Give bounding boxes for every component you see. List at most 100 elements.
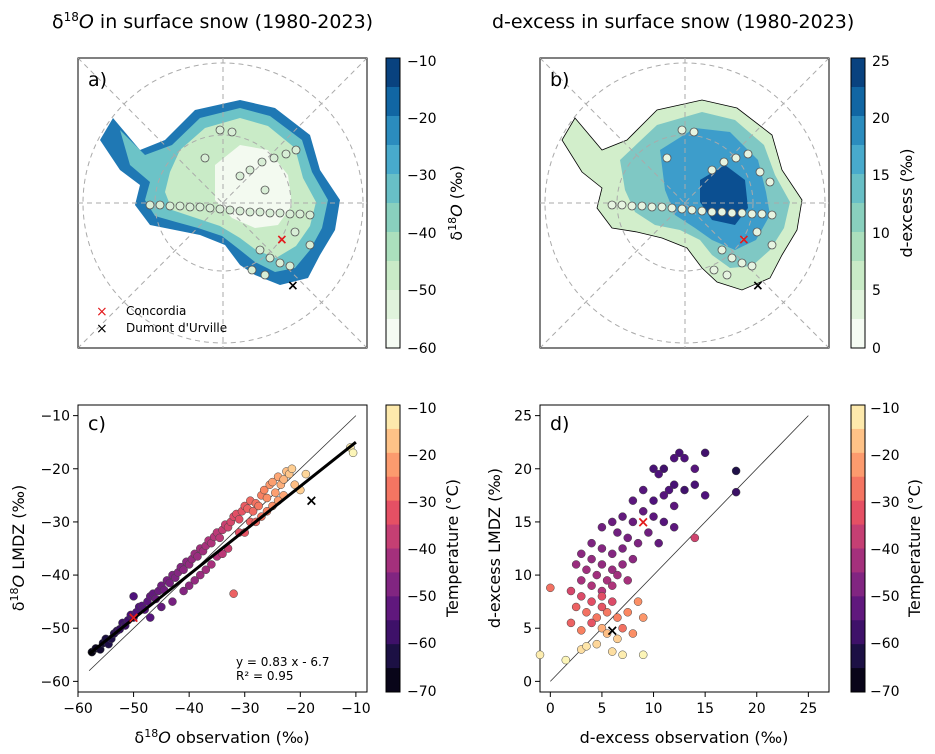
data-point xyxy=(271,488,280,497)
ddu-marker-b: × xyxy=(752,278,764,294)
data-point xyxy=(628,517,638,527)
data-point xyxy=(628,554,638,564)
x-tick-label: −20 xyxy=(286,701,316,717)
cbar-a-tick: −40 xyxy=(407,226,437,242)
data-point xyxy=(623,608,632,617)
data-point xyxy=(633,597,643,606)
data-point xyxy=(582,608,591,617)
data-point xyxy=(193,552,202,561)
cbar-b-segment xyxy=(851,319,865,349)
station-marker: × xyxy=(305,492,318,510)
data-point xyxy=(644,528,653,537)
data-point xyxy=(184,581,194,590)
data-point xyxy=(259,485,269,495)
cbar-b-segment xyxy=(851,145,865,175)
data-point xyxy=(659,491,669,500)
x-tick-label: 10 xyxy=(645,701,663,717)
panel-c-xlabel: δ18O observation (‰) xyxy=(134,727,309,747)
data-point xyxy=(669,480,679,489)
cbar-b-frame xyxy=(850,57,866,349)
cbar-d-segment xyxy=(851,644,865,669)
ddu-marker-a: × xyxy=(287,278,299,294)
cbar-a-tick: −10 xyxy=(407,54,437,70)
panel-a: δ18O in surface snow (1980-2023) xyxy=(52,10,466,357)
data-point xyxy=(731,466,741,476)
data-point xyxy=(623,533,632,543)
cbar-a-tick: −60 xyxy=(407,341,437,357)
data-point xyxy=(577,549,586,559)
data-point xyxy=(608,581,617,590)
panel-b: d-excess in surface snow (1980-2023) xyxy=(492,11,916,357)
data-point xyxy=(608,565,617,575)
y-tick-label: 5 xyxy=(523,621,532,637)
data-point xyxy=(649,512,658,521)
cbar-c-segment xyxy=(386,428,400,454)
data-point xyxy=(577,626,586,635)
data-point xyxy=(602,576,612,585)
data-point xyxy=(279,475,288,484)
panel-a-map: × × xyxy=(78,58,367,348)
x-tick-label: 0 xyxy=(546,701,555,717)
data-point xyxy=(190,576,199,585)
cbar-c-tick: −20 xyxy=(407,448,437,464)
panel-b-title: d-excess in surface snow (1980-2023) xyxy=(492,11,854,33)
cbar-d-segment xyxy=(851,596,865,621)
cbar-a-frame xyxy=(385,57,401,349)
panel-a-colorbar xyxy=(385,57,401,349)
data-point xyxy=(234,515,244,524)
panel-d-colorbar-ticks: −10 −20 −30 −40 −50 −60 −70 xyxy=(870,401,900,700)
cbar-c-segment xyxy=(386,405,400,430)
x-tick-label: −30 xyxy=(230,701,260,717)
legend-ddu-marker: × xyxy=(96,321,108,337)
cbar-d-segment xyxy=(851,428,865,454)
data-point xyxy=(659,464,669,474)
x-tick-label: 5 xyxy=(597,701,606,717)
x-tick-label: −60 xyxy=(63,701,93,717)
cbar-d-segment xyxy=(851,476,865,502)
data-point xyxy=(613,528,622,537)
panel-c-label: c) xyxy=(88,413,106,435)
cbar-a-segment xyxy=(386,232,400,262)
data-point xyxy=(608,597,617,606)
data-point xyxy=(618,650,627,660)
concordia-marker-b: × xyxy=(738,232,750,248)
data-point xyxy=(602,629,612,638)
data-point xyxy=(613,634,622,644)
data-point xyxy=(597,592,607,601)
panel-c: −60 −50 −40 −30 −20 −10 −60 −50 −40 −30 −20 −10 × × c… xyxy=(8,401,462,747)
cbar-b-segment xyxy=(851,261,865,291)
data-point xyxy=(597,560,607,569)
data-point xyxy=(587,554,596,564)
cbar-c-segment xyxy=(386,596,400,621)
panel-c-colorbar-label: Temperature (°C) xyxy=(443,479,462,618)
cbar-d-segment xyxy=(851,548,865,573)
data-point xyxy=(179,565,188,575)
data-point xyxy=(664,485,674,495)
panel-c-colorbar-ticks: −10 −20 −30 −40 −50 −60 −70 xyxy=(407,401,437,700)
panel-a-label: a) xyxy=(88,69,107,91)
identity-line xyxy=(88,415,357,672)
cbar-b-segment xyxy=(851,87,865,117)
cbar-b-tick: 25 xyxy=(872,54,890,70)
panel-d-label: d) xyxy=(550,413,569,435)
data-point xyxy=(535,650,545,660)
data-point xyxy=(613,613,622,622)
data-point xyxy=(597,544,607,553)
panel-d: 0 5 10 15 20 25 0 5 10 15 20 25 × × d) d-excess obser… xyxy=(485,401,924,747)
cbar-d-segment xyxy=(851,452,865,478)
data-point xyxy=(690,464,700,474)
cbar-b-segment xyxy=(851,290,865,320)
data-point xyxy=(577,576,586,585)
y-tick-label: −30 xyxy=(40,515,70,531)
data-point xyxy=(348,448,358,458)
data-point xyxy=(623,576,632,585)
cbar-c-segment xyxy=(386,452,400,478)
data-point xyxy=(168,597,177,606)
data-point xyxy=(680,453,689,463)
data-point xyxy=(582,642,591,651)
cbar-b-segment xyxy=(851,203,865,233)
panel-b-grid xyxy=(540,58,829,348)
data-point xyxy=(248,507,258,516)
cbar-a-segment xyxy=(386,203,400,233)
cbar-c-tick: −70 xyxy=(407,684,437,700)
